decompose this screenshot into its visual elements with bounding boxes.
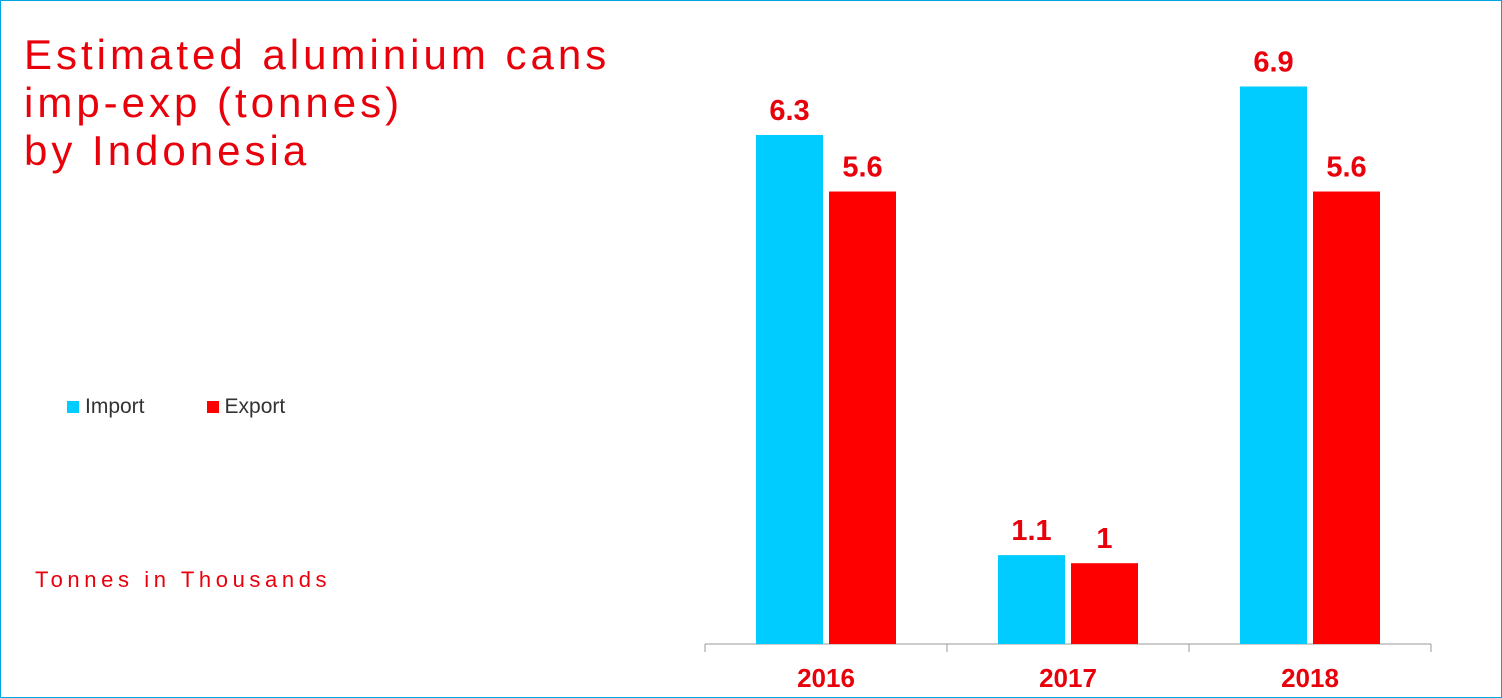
data-label-import-2016: 6.3: [769, 95, 809, 127]
bar-import-2018: [1240, 86, 1307, 645]
data-label-export-2017: 1: [1096, 523, 1112, 555]
x-tick-label-2018: 2018: [1281, 663, 1339, 693]
legend-swatch-export: [206, 401, 219, 413]
x-tick-label-2017: 2017: [1039, 663, 1097, 693]
data-label-export-2018: 5.6: [1326, 152, 1366, 184]
bar-export-2018: [1313, 191, 1380, 644]
chart-title-line-1: Estimated aluminium cans: [24, 31, 611, 78]
bar-import-2017: [998, 555, 1065, 644]
x-tick-label-2016: 2016: [797, 663, 855, 693]
data-label-export-2016: 5.6: [842, 152, 882, 184]
bar-import-2016: [756, 134, 823, 644]
chart-title: Estimated aluminium cans imp-exp (tonnes…: [24, 31, 610, 175]
data-label-import-2018: 6.9: [1253, 46, 1293, 78]
legend-label-export: Export: [224, 395, 286, 418]
chart-subtitle: Tonnes in Thousands: [35, 567, 332, 592]
chart-title-line-2: imp-exp (tonnes): [24, 79, 404, 126]
legend-item-export: Export: [206, 395, 286, 419]
bar-export-2016: [829, 191, 896, 644]
legend-label-import: Import: [85, 395, 145, 418]
legend-item-import: Import: [67, 395, 145, 419]
chart-title-line-3: by Indonesia: [24, 127, 311, 174]
chart-legend: Import Export: [67, 395, 347, 419]
legend-swatch-import: [67, 401, 79, 413]
bar-export-2017: [1071, 563, 1138, 644]
data-label-import-2017: 1.1: [1011, 515, 1051, 547]
